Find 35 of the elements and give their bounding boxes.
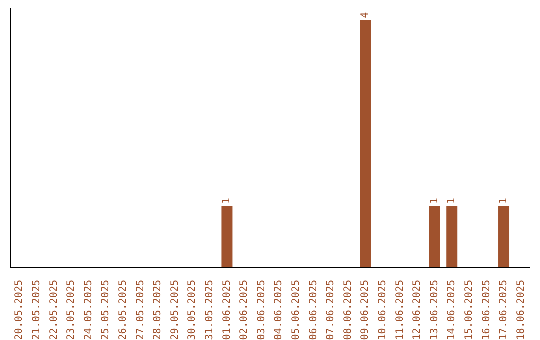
x-tick-label: 31.05.2025: [204, 280, 216, 340]
x-tick-label: 02.06.2025: [239, 280, 250, 340]
x-tick-label: 24.05.2025: [83, 280, 94, 340]
x-tick-label: 01.06.2025: [222, 280, 233, 340]
x-tick-label: 10.06.2025: [377, 280, 388, 340]
x-tick-label: 13.06.2025: [429, 280, 440, 340]
x-tick-label: 22.05.2025: [48, 280, 60, 340]
data-label: 4: [360, 12, 372, 18]
x-tick-label: 20.05.2025: [14, 280, 26, 340]
x-tick-label: 21.05.2025: [31, 280, 42, 340]
x-tick-label: 11.06.2025: [394, 280, 406, 340]
x-tick-label: 27.05.2025: [135, 280, 146, 340]
x-tick-label: 04.06.2025: [274, 280, 285, 340]
x-tick-label: 14.06.2025: [446, 280, 458, 340]
x-tick-label: 12.06.2025: [412, 280, 424, 340]
data-label: 1: [498, 198, 510, 204]
x-tick-label: 29.05.2025: [170, 280, 181, 340]
x-tick-label: 08.06.2025: [342, 280, 354, 340]
data-label: 1: [222, 198, 233, 204]
x-tick-label: 28.05.2025: [152, 280, 164, 340]
x-tick-label: 06.06.2025: [308, 280, 320, 340]
data-label: 1: [446, 198, 458, 204]
x-tick-label: 03.06.2025: [256, 280, 268, 340]
x-tick-label: 30.05.2025: [187, 280, 198, 340]
x-tick-label: 07.06.2025: [326, 280, 337, 340]
x-tick-label: 23.05.2025: [66, 280, 78, 340]
data-label: 1: [429, 198, 440, 204]
x-tick-label: 15.06.2025: [464, 280, 475, 340]
x-tick-label: 26.05.2025: [118, 280, 129, 340]
x-tick-label: 17.06.2025: [498, 280, 510, 340]
x-tick-label: 16.06.2025: [481, 280, 492, 340]
x-tick-label: 25.05.2025: [100, 280, 112, 340]
x-tick-label: 05.06.2025: [290, 280, 302, 340]
x-tick-label: 09.06.2025: [360, 280, 372, 340]
x-tick-label: 18.06.2025: [516, 280, 527, 340]
